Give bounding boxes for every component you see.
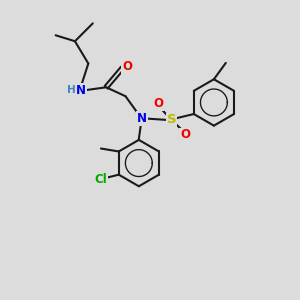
Text: O: O [180,128,190,141]
Text: H: H [67,85,75,95]
Text: Cl: Cl [94,172,107,186]
Text: S: S [167,113,176,127]
Text: O: O [153,97,163,110]
Text: O: O [122,60,132,73]
Text: N: N [76,84,86,97]
Text: N: N [137,112,147,125]
